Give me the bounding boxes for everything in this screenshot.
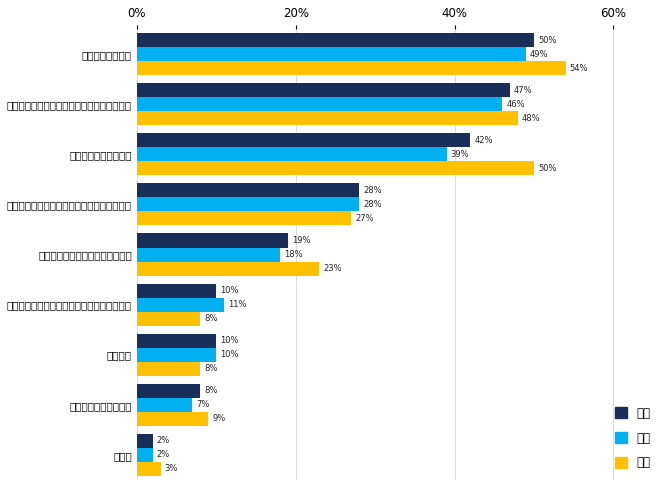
- Bar: [137, 362, 200, 375]
- Bar: [137, 47, 526, 61]
- Bar: [137, 211, 351, 225]
- Text: 23%: 23%: [323, 264, 342, 273]
- Bar: [137, 247, 280, 262]
- Bar: [137, 61, 566, 75]
- Text: 19%: 19%: [292, 236, 310, 245]
- Text: 10%: 10%: [220, 336, 238, 345]
- Text: 47%: 47%: [514, 86, 533, 95]
- Text: 50%: 50%: [538, 164, 556, 173]
- Text: 10%: 10%: [220, 350, 238, 359]
- Text: 8%: 8%: [204, 386, 218, 395]
- Text: 27%: 27%: [355, 214, 374, 223]
- Bar: [137, 398, 192, 412]
- Text: 3%: 3%: [164, 464, 178, 473]
- Bar: [137, 83, 510, 97]
- Text: 7%: 7%: [196, 400, 210, 409]
- Text: 11%: 11%: [228, 300, 246, 309]
- Bar: [137, 262, 319, 276]
- Text: 46%: 46%: [506, 100, 525, 109]
- Bar: [137, 448, 153, 462]
- Text: 8%: 8%: [204, 364, 218, 373]
- Bar: [137, 148, 447, 161]
- Text: 42%: 42%: [474, 136, 493, 145]
- Bar: [137, 298, 224, 312]
- Text: 9%: 9%: [212, 414, 226, 423]
- Bar: [137, 33, 534, 47]
- Bar: [137, 97, 502, 112]
- Bar: [137, 283, 216, 298]
- Bar: [137, 384, 200, 398]
- Bar: [137, 434, 153, 448]
- Text: 50%: 50%: [538, 36, 556, 45]
- Bar: [137, 233, 288, 247]
- Bar: [137, 133, 470, 148]
- Text: 54%: 54%: [570, 64, 589, 73]
- Text: 2%: 2%: [157, 436, 170, 445]
- Text: 28%: 28%: [363, 200, 382, 209]
- Text: 2%: 2%: [157, 450, 170, 459]
- Bar: [137, 462, 160, 476]
- Bar: [137, 348, 216, 362]
- Bar: [137, 161, 534, 175]
- Text: 39%: 39%: [450, 150, 469, 159]
- Text: 28%: 28%: [363, 186, 382, 195]
- Text: 10%: 10%: [220, 286, 238, 295]
- Bar: [137, 412, 208, 426]
- Text: 49%: 49%: [530, 50, 548, 59]
- Bar: [137, 112, 518, 125]
- Text: 8%: 8%: [204, 314, 218, 323]
- Legend: 全体, 男性, 女性: 全体, 男性, 女性: [611, 402, 655, 474]
- Text: 18%: 18%: [284, 250, 303, 259]
- Bar: [137, 197, 359, 211]
- Bar: [137, 184, 359, 197]
- Text: 48%: 48%: [522, 114, 540, 123]
- Bar: [137, 312, 200, 326]
- Bar: [137, 334, 216, 348]
